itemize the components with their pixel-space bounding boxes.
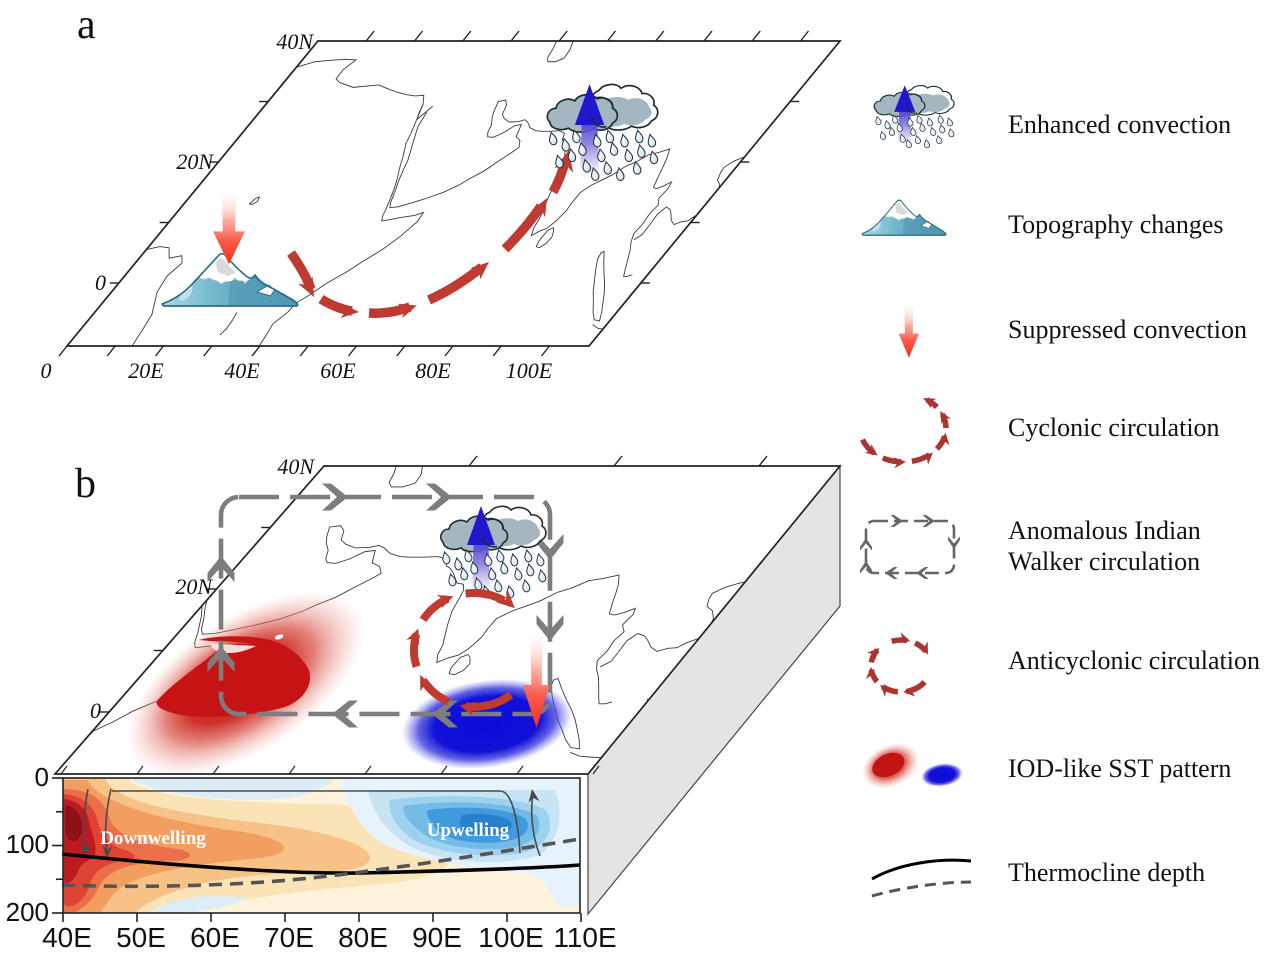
svg-text:40N: 40N <box>276 29 314 54</box>
svg-text:Suppressed convection: Suppressed convection <box>1008 315 1247 344</box>
svg-text:Downwelling: Downwelling <box>100 828 206 849</box>
svg-text:0: 0 <box>35 762 49 792</box>
svg-text:b: b <box>75 461 96 507</box>
svg-text:Cyclonic circulation: Cyclonic circulation <box>1008 413 1220 442</box>
svg-text:200: 200 <box>6 897 49 927</box>
svg-text:110E: 110E <box>553 922 616 953</box>
svg-text:0: 0 <box>95 270 106 295</box>
svg-text:40E: 40E <box>42 922 92 953</box>
svg-text:0: 0 <box>41 358 52 383</box>
svg-text:80E: 80E <box>415 358 451 383</box>
svg-text:40N: 40N <box>277 454 315 479</box>
svg-text:Anomalous Indian: Anomalous Indian <box>1008 516 1201 545</box>
svg-text:Topography changes: Topography changes <box>1008 210 1224 239</box>
svg-text:IOD-like SST pattern: IOD-like SST pattern <box>1008 754 1231 783</box>
svg-text:40E: 40E <box>224 358 260 383</box>
svg-text:a: a <box>77 2 96 48</box>
svg-text:Anticyclonic circulation: Anticyclonic circulation <box>1008 646 1260 675</box>
svg-text:50E: 50E <box>116 922 166 953</box>
svg-text:Enhanced convection: Enhanced convection <box>1008 110 1231 139</box>
svg-text:Upwelling: Upwelling <box>427 820 510 841</box>
svg-text:60E: 60E <box>190 922 240 953</box>
svg-text:20E: 20E <box>128 358 164 383</box>
svg-text:60E: 60E <box>320 358 356 383</box>
svg-text:70E: 70E <box>264 922 314 953</box>
svg-text:100E: 100E <box>506 358 553 383</box>
svg-text:100E: 100E <box>478 922 543 953</box>
svg-text:Walker circulation: Walker circulation <box>1008 547 1200 576</box>
svg-text:90E: 90E <box>412 922 462 953</box>
svg-text:Thermocline depth: Thermocline depth <box>1008 858 1205 887</box>
svg-text:80E: 80E <box>338 922 388 953</box>
svg-text:100: 100 <box>6 829 49 859</box>
svg-text:0: 0 <box>90 698 101 723</box>
svg-text:20N: 20N <box>175 574 213 599</box>
svg-text:20N: 20N <box>176 149 214 174</box>
